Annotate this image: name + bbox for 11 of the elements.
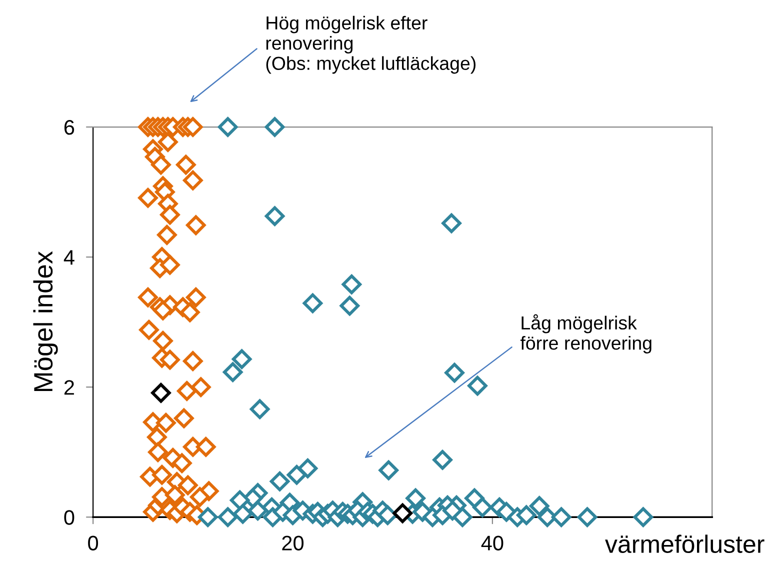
- y-tick-label: 4: [64, 250, 74, 265]
- x-axis-title: värmeförluster: [605, 534, 764, 554]
- y-tick-label: 2: [64, 380, 74, 395]
- x-tick-label: 40: [481, 536, 504, 550]
- x-tick-label: 0: [88, 536, 98, 550]
- y-axis-title: Mögel index: [33, 251, 58, 392]
- y-tick-label: 0: [64, 510, 74, 525]
- text: Hög mögelrisk efter renovering (Obs: mycket luftläckage): [266, 16, 476, 74]
- y-tick-label: 6: [64, 120, 74, 135]
- annotation: Låg mögelrisk förre renovering: [520, 314, 652, 354]
- x-tick-label: 20: [282, 536, 304, 550]
